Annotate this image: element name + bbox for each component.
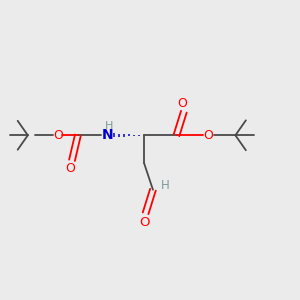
Text: N: N	[101, 128, 113, 142]
Text: H: H	[161, 179, 170, 192]
Text: O: O	[53, 129, 63, 142]
Text: O: O	[178, 97, 187, 110]
Text: O: O	[66, 162, 75, 175]
Text: O: O	[203, 129, 213, 142]
Text: H: H	[105, 122, 114, 131]
Text: O: O	[139, 216, 149, 229]
